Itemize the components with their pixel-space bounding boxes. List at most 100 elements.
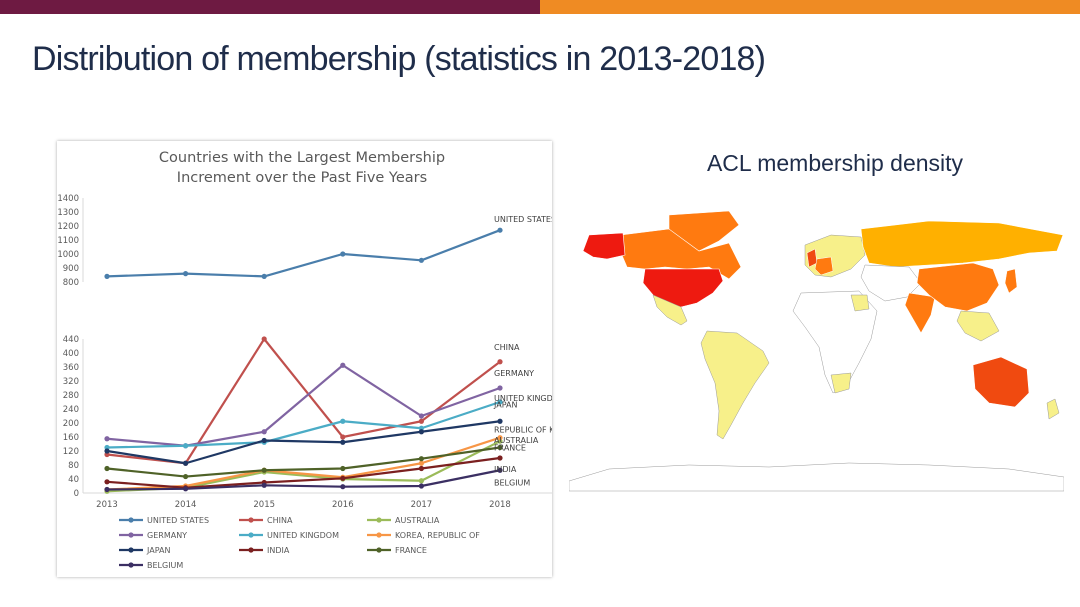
lower-y-tick-label: 80 <box>68 461 79 471</box>
lower-y-tick-label: 120 <box>63 447 79 457</box>
legend-label: FRANCE <box>395 546 427 555</box>
series-line-india <box>106 456 501 489</box>
data-point <box>104 479 110 485</box>
data-point <box>497 399 503 405</box>
data-point <box>418 478 424 484</box>
legend-marker <box>128 517 134 523</box>
series-line-france <box>106 446 501 478</box>
legend-marker <box>248 532 254 538</box>
map-western-europe <box>814 256 834 276</box>
map-new-zealand <box>1046 398 1060 420</box>
map-china <box>916 262 1000 312</box>
data-point <box>340 475 346 481</box>
data-point <box>261 467 267 473</box>
x-tick-label: 2018 <box>489 500 511 510</box>
data-point <box>183 271 189 277</box>
chart-title-line-2: Increment over the Past Five Years <box>177 170 427 186</box>
legend-marker <box>128 547 134 553</box>
chart-title-line-1: Countries with the Largest Membership <box>159 150 445 166</box>
data-point <box>418 465 424 472</box>
data-point <box>104 436 110 442</box>
data-point <box>183 486 189 492</box>
map-antarctica <box>568 462 1065 492</box>
legend-marker <box>376 532 382 538</box>
data-point <box>340 251 346 257</box>
map-russia <box>860 220 1064 268</box>
series-line-belgium <box>106 469 501 491</box>
series-end-label: BELGIUM <box>494 478 530 487</box>
series-end-label: FRANCE <box>494 444 526 453</box>
series-end-label: GERMANY <box>494 369 534 378</box>
lower-y-tick-label: 280 <box>63 391 79 401</box>
legend-label: AUSTRALIA <box>395 516 440 525</box>
data-point <box>340 362 346 368</box>
data-point <box>497 455 503 461</box>
series-line-united-states <box>106 229 501 278</box>
upper-y-tick-label: 1200 <box>57 222 79 232</box>
map-mexico <box>652 294 688 326</box>
legend-label: JAPAN <box>146 546 170 555</box>
accent-bar-right <box>540 0 1080 14</box>
upper-y-tick-label: 800 <box>63 278 79 288</box>
map-japan <box>1004 268 1018 294</box>
lower-y-tick-label: 360 <box>63 363 79 373</box>
data-point <box>497 467 503 473</box>
data-point <box>261 336 267 342</box>
map-south-africa <box>830 372 852 394</box>
data-point <box>497 227 503 233</box>
x-tick-label: 2015 <box>253 500 275 510</box>
data-point <box>340 439 346 445</box>
legend-label: GERMANY <box>147 531 187 540</box>
x-tick-label: 2013 <box>96 500 118 510</box>
series-end-label: JAPAN <box>493 400 517 409</box>
x-tick-label: 2014 <box>175 500 197 510</box>
data-point <box>497 444 503 451</box>
data-point <box>183 443 189 449</box>
series-end-label: AUSTRALIA <box>494 436 539 445</box>
data-point <box>104 465 110 472</box>
series-line-united-kingdom <box>106 400 501 449</box>
legend-label: UNITED STATES <box>147 516 209 525</box>
data-point <box>340 418 346 424</box>
legend-label: INDIA <box>267 546 290 555</box>
data-point <box>497 359 503 365</box>
legend-marker <box>248 547 254 553</box>
data-point <box>261 429 267 435</box>
map-australia <box>972 356 1030 408</box>
map-central-asia <box>860 264 922 302</box>
legend-marker <box>376 547 382 553</box>
accent-bar-left <box>0 0 540 14</box>
data-point <box>418 483 424 489</box>
world-membership-map <box>568 207 1065 497</box>
lower-y-tick-label: 400 <box>63 349 79 359</box>
lower-y-tick-label: 160 <box>63 433 79 443</box>
series-end-label: UNITED STATES <box>494 215 552 224</box>
map-india <box>904 292 936 334</box>
lower-y-tick-label: 40 <box>68 475 79 485</box>
data-point <box>418 460 424 466</box>
legend-label: KOREA, REPUBLIC OF <box>395 531 480 540</box>
data-point <box>340 484 346 490</box>
data-point <box>340 465 346 472</box>
map-title: ACL membership density <box>706 150 964 176</box>
data-point <box>261 273 267 279</box>
map-egypt <box>850 294 870 312</box>
data-point <box>418 429 424 435</box>
legend-marker <box>248 517 254 523</box>
upper-y-tick-label: 1100 <box>57 236 79 246</box>
map-southeast-asia <box>956 310 1000 342</box>
series-end-label: UNITED KINGDOM <box>494 394 552 403</box>
upper-y-tick-label: 1000 <box>57 250 79 260</box>
slide-title: Distribution of membership (statistics i… <box>32 40 766 78</box>
membership-line-chart-panel: Countries with the Largest Membership In… <box>57 141 552 577</box>
map-south-america <box>700 330 770 440</box>
data-point <box>497 435 503 441</box>
series-end-label: CHINA <box>494 343 520 352</box>
legend-marker <box>128 562 134 568</box>
lower-y-tick-label: 320 <box>63 377 79 387</box>
data-point <box>418 413 424 419</box>
data-point <box>340 434 346 440</box>
data-point <box>261 482 267 488</box>
upper-y-tick-label: 900 <box>63 264 79 274</box>
lower-y-tick-label: 200 <box>63 419 79 429</box>
